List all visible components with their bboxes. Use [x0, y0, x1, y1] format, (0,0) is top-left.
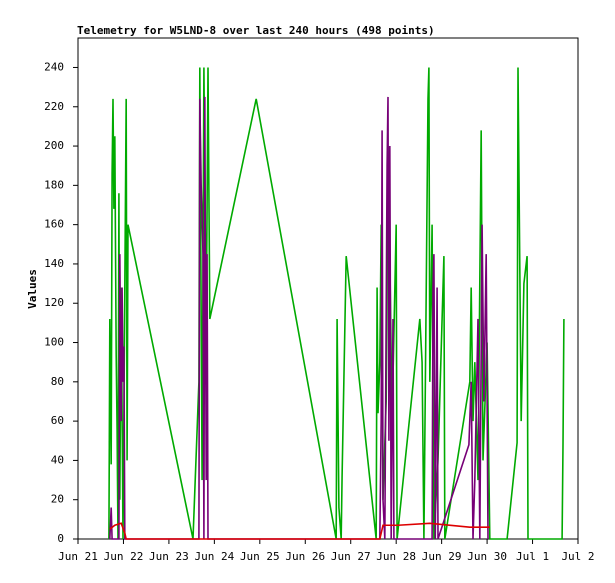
y-tick-label: 220 [44, 100, 64, 113]
y-tick-label: 40 [51, 453, 64, 466]
y-tick-label: 80 [51, 375, 64, 388]
x-tick-label: Jun 27 [331, 550, 371, 563]
y-tick-label: 20 [51, 493, 64, 506]
x-tick-label: Jun 22 [104, 550, 144, 563]
y-tick-label: 60 [51, 414, 64, 427]
x-tick-label: Jun 25 [240, 550, 280, 563]
y-tick-label: 200 [44, 139, 64, 152]
x-tick-label: Jul 2 [561, 550, 594, 563]
y-tick-label: 140 [44, 257, 64, 270]
x-tick-label: Jul 1 [516, 550, 549, 563]
x-tick-label: Jun 26 [285, 550, 325, 563]
y-tick-label: 120 [44, 296, 64, 309]
y-tick-label: 240 [44, 60, 64, 73]
x-tick-label: Jun 28 [376, 550, 416, 563]
y-tick-label: 0 [57, 532, 64, 545]
series-line [109, 96, 489, 540]
y-tick-label: 100 [44, 336, 64, 349]
y-axis-label: Values [26, 269, 39, 309]
chart-title: Telemetry for W5LND-8 over last 240 hour… [77, 24, 435, 37]
x-tick-label: Jun 23 [149, 550, 189, 563]
x-tick-label: Jun 24 [194, 550, 234, 563]
y-tick-label: 180 [44, 178, 64, 191]
x-tick-label: Jun 21 [58, 550, 98, 563]
series-line [109, 522, 490, 540]
y-tick-label: 160 [44, 218, 64, 231]
x-tick-label: Jun 29 [422, 550, 462, 563]
x-tick-label: Jun 30 [467, 550, 507, 563]
